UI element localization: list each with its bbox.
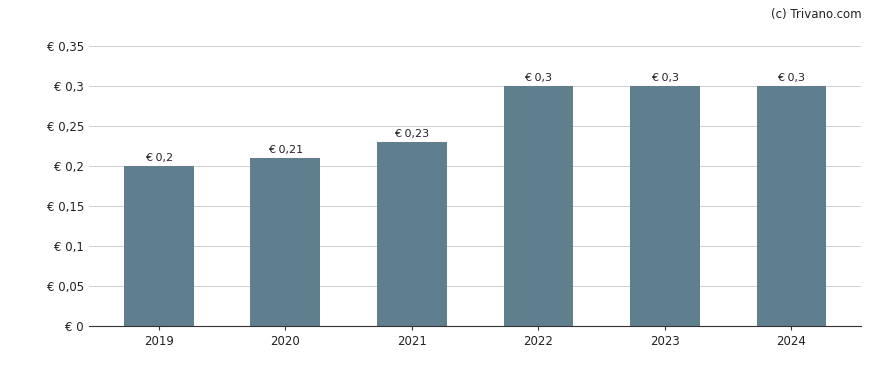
Text: € 0,3: € 0,3 [524,73,552,83]
Bar [757,86,826,326]
Bar [630,86,700,326]
Text: (c) Trivano.com: (c) Trivano.com [771,8,861,21]
Text: € 0,23: € 0,23 [394,129,430,139]
Text: € 0,3: € 0,3 [777,73,805,83]
Text: € 0,21: € 0,21 [267,145,303,155]
Bar [503,86,573,326]
Bar [250,158,320,326]
Bar [124,166,194,326]
Text: € 0,2: € 0,2 [145,152,173,162]
Bar [377,142,447,326]
Text: € 0,3: € 0,3 [651,73,679,83]
